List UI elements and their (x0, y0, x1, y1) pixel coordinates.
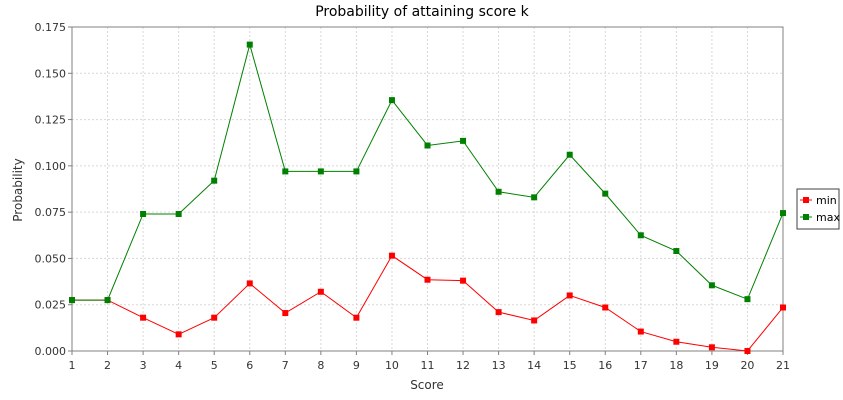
data-point-min-19 (708, 344, 715, 351)
data-point-max-7 (282, 168, 289, 175)
data-point-max-21 (780, 210, 786, 217)
data-point-max-5 (211, 177, 218, 184)
x-tick-label-0: 1 (69, 359, 76, 372)
data-point-max-14 (531, 194, 538, 201)
x-tick-label-17: 18 (669, 359, 683, 372)
data-point-min-13 (495, 309, 502, 316)
data-point-max-20 (744, 296, 751, 303)
data-point-min-9 (353, 314, 360, 321)
data-point-min-6 (246, 280, 253, 287)
x-tick-label-9: 10 (385, 359, 399, 372)
data-point-max-11 (424, 142, 431, 149)
x-tick-label-12: 13 (492, 359, 506, 372)
data-point-max-19 (708, 282, 715, 289)
x-tick-label-1: 2 (104, 359, 111, 372)
data-point-min-4 (175, 331, 182, 338)
legend-label-min: min (816, 194, 837, 207)
x-tick-label-5: 6 (246, 359, 253, 372)
data-point-max-18 (673, 248, 680, 255)
y-tick-label-6: 0.150 (35, 67, 67, 80)
data-point-min-10 (388, 252, 395, 259)
y-tick-label-5: 0.125 (35, 114, 67, 127)
legend-marker-max (803, 214, 809, 220)
data-point-max-10 (388, 97, 395, 104)
y-tick-label-3: 0.075 (35, 206, 67, 219)
data-point-max-3 (140, 210, 147, 217)
data-point-min-12 (460, 277, 467, 284)
data-point-min-20 (744, 348, 751, 354)
x-tick-label-19: 20 (740, 359, 754, 372)
x-tick-label-16: 17 (634, 359, 648, 372)
data-point-max-6 (246, 41, 253, 48)
x-tick-label-6: 7 (282, 359, 289, 372)
data-point-max-13 (495, 188, 502, 195)
x-axis-label: Score (410, 378, 444, 392)
data-point-max-8 (317, 168, 324, 175)
x-tick-label-18: 19 (705, 359, 719, 372)
data-point-min-7 (282, 310, 289, 317)
x-tick-label-8: 9 (353, 359, 360, 372)
y-tick-label-1: 0.025 (35, 299, 67, 312)
x-tick-label-4: 5 (211, 359, 218, 372)
x-tick-label-3: 4 (175, 359, 182, 372)
data-point-min-8 (317, 288, 324, 295)
legend-label-max: max (816, 211, 840, 224)
data-point-max-4 (175, 210, 182, 217)
legend-box (796, 188, 840, 230)
data-point-min-16 (602, 304, 609, 311)
x-tick-label-15: 16 (598, 359, 612, 372)
x-tick-label-2: 3 (140, 359, 147, 372)
data-point-max-15 (566, 151, 573, 158)
data-point-min-3 (140, 314, 147, 321)
y-tick-label-7: 0.175 (35, 21, 67, 34)
legend: min max (796, 188, 840, 230)
x-tick-label-11: 12 (456, 359, 470, 372)
data-point-min-18 (673, 338, 680, 345)
y-tick-label-0: 0.000 (35, 345, 67, 358)
data-point-min-14 (531, 317, 538, 324)
data-point-max-12 (460, 137, 467, 144)
data-point-min-15 (566, 292, 573, 299)
data-point-min-21 (780, 304, 786, 311)
y-tick-label-4: 0.100 (35, 160, 67, 173)
data-point-min-11 (424, 276, 431, 283)
data-point-max-2 (104, 297, 111, 304)
data-point-max-16 (602, 190, 609, 197)
plot-area: 0.000 0.025 0.050 0.075 0.100 0.125 0.150 0.175… (35, 21, 791, 372)
data-point-max-9 (353, 168, 360, 175)
data-point-max-17 (637, 232, 644, 239)
x-tick-label-10: 11 (421, 359, 435, 372)
x-tick-label-7: 8 (317, 359, 324, 372)
data-point-min-17 (637, 328, 644, 335)
x-tick-label-20: 21 (776, 359, 790, 372)
chart-title: Probability of attaining score k (315, 4, 529, 20)
y-tick-label-2: 0.050 (35, 252, 67, 265)
data-point-min-5 (211, 314, 218, 321)
legend-marker-min (803, 197, 809, 203)
x-tick-label-14: 15 (563, 359, 577, 372)
x-tick-label-13: 14 (527, 359, 541, 372)
data-point-max-1 (69, 297, 75, 304)
y-axis-label: Probability (11, 158, 25, 221)
